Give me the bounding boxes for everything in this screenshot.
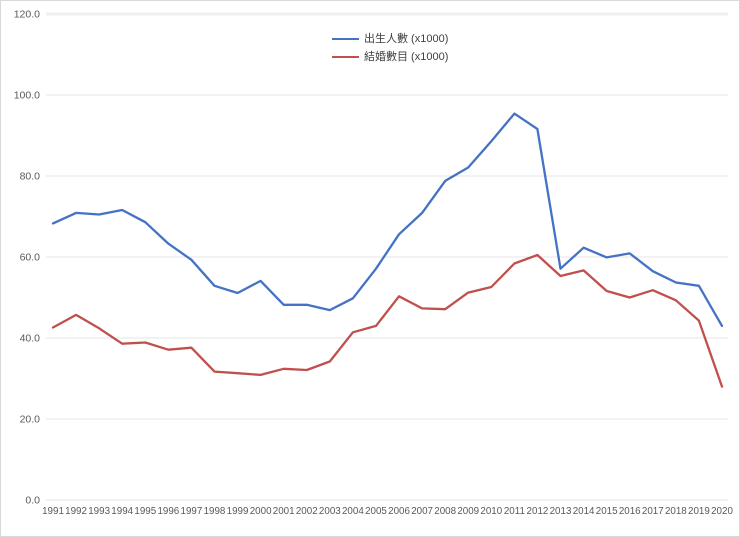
x-axis-tick-label: 1992 — [65, 506, 87, 517]
x-axis-tick-label: 2007 — [411, 506, 433, 517]
marriages-line — [51, 253, 724, 388]
x-axis-tick-label: 2013 — [550, 506, 572, 517]
legend-item-marriages: 結婚數目 (x1000) — [332, 50, 448, 64]
x-axis-tick-label: 1999 — [227, 506, 249, 517]
x-axis-tick-label: 2018 — [665, 506, 687, 517]
x-axis-tick-label: 2009 — [457, 506, 479, 517]
x-axis-tick-label: 2020 — [711, 506, 733, 517]
x-axis-tick-label: 1998 — [204, 506, 226, 517]
x-axis-tick-label: 2019 — [688, 506, 710, 517]
y-axis-tick-label: 120.0 — [14, 9, 40, 21]
x-axis-tick-label: 2010 — [480, 506, 502, 517]
x-axis-tick-label: 1994 — [111, 506, 133, 517]
x-axis-tick-label: 1995 — [134, 506, 156, 517]
x-axis-tick-label: 1993 — [88, 506, 110, 517]
x-axis-tick-label: 2016 — [619, 506, 641, 517]
y-axis-tick-label: 20.0 — [20, 414, 41, 426]
y-axis-tick-label: 100.0 — [14, 90, 40, 102]
legend-item-births: 出生人數 (x1000) — [332, 32, 448, 46]
x-axis-tick-label: 1996 — [157, 506, 179, 517]
x-axis-tick-label: 2012 — [527, 506, 549, 517]
x-axis-tick-label: 2002 — [296, 506, 318, 517]
x-axis-tick-label: 2008 — [434, 506, 456, 517]
legend-label-marriages: 結婚數目 (x1000) — [364, 51, 449, 63]
x-axis-tick-label: 2017 — [642, 506, 664, 517]
x-axis-tick-label: 2003 — [319, 506, 341, 517]
x-axis-tick-label: 2006 — [388, 506, 410, 517]
x-axis-tick-label: 2005 — [365, 506, 387, 517]
births-line — [51, 112, 724, 328]
chart-legend: 出生人數 (x1000) 結婚數目 (x1000) — [332, 32, 448, 64]
x-axis-tick-label: 2001 — [273, 506, 295, 517]
marriages-line-swatch-icon — [332, 56, 359, 58]
x-axis-tick-label: 2004 — [342, 506, 364, 517]
births-line-swatch-icon — [332, 38, 359, 40]
legend-label-births: 出生人數 (x1000) — [364, 33, 449, 45]
x-axis-tick-label: 2015 — [596, 506, 618, 517]
x-axis-tick-label: 2011 — [504, 506, 525, 517]
x-axis-tick-label: 1997 — [181, 506, 203, 517]
y-axis-tick-label: 60.0 — [20, 252, 41, 264]
x-axis-tick-label: 2014 — [573, 506, 595, 517]
y-axis-tick-label: 40.0 — [20, 333, 41, 345]
x-axis-tick-label: 2000 — [250, 506, 272, 517]
y-axis-tick-label: 0.0 — [25, 495, 40, 507]
y-axis-tick-label: 80.0 — [20, 171, 41, 183]
x-axis-tick-label: 1991 — [42, 506, 64, 517]
